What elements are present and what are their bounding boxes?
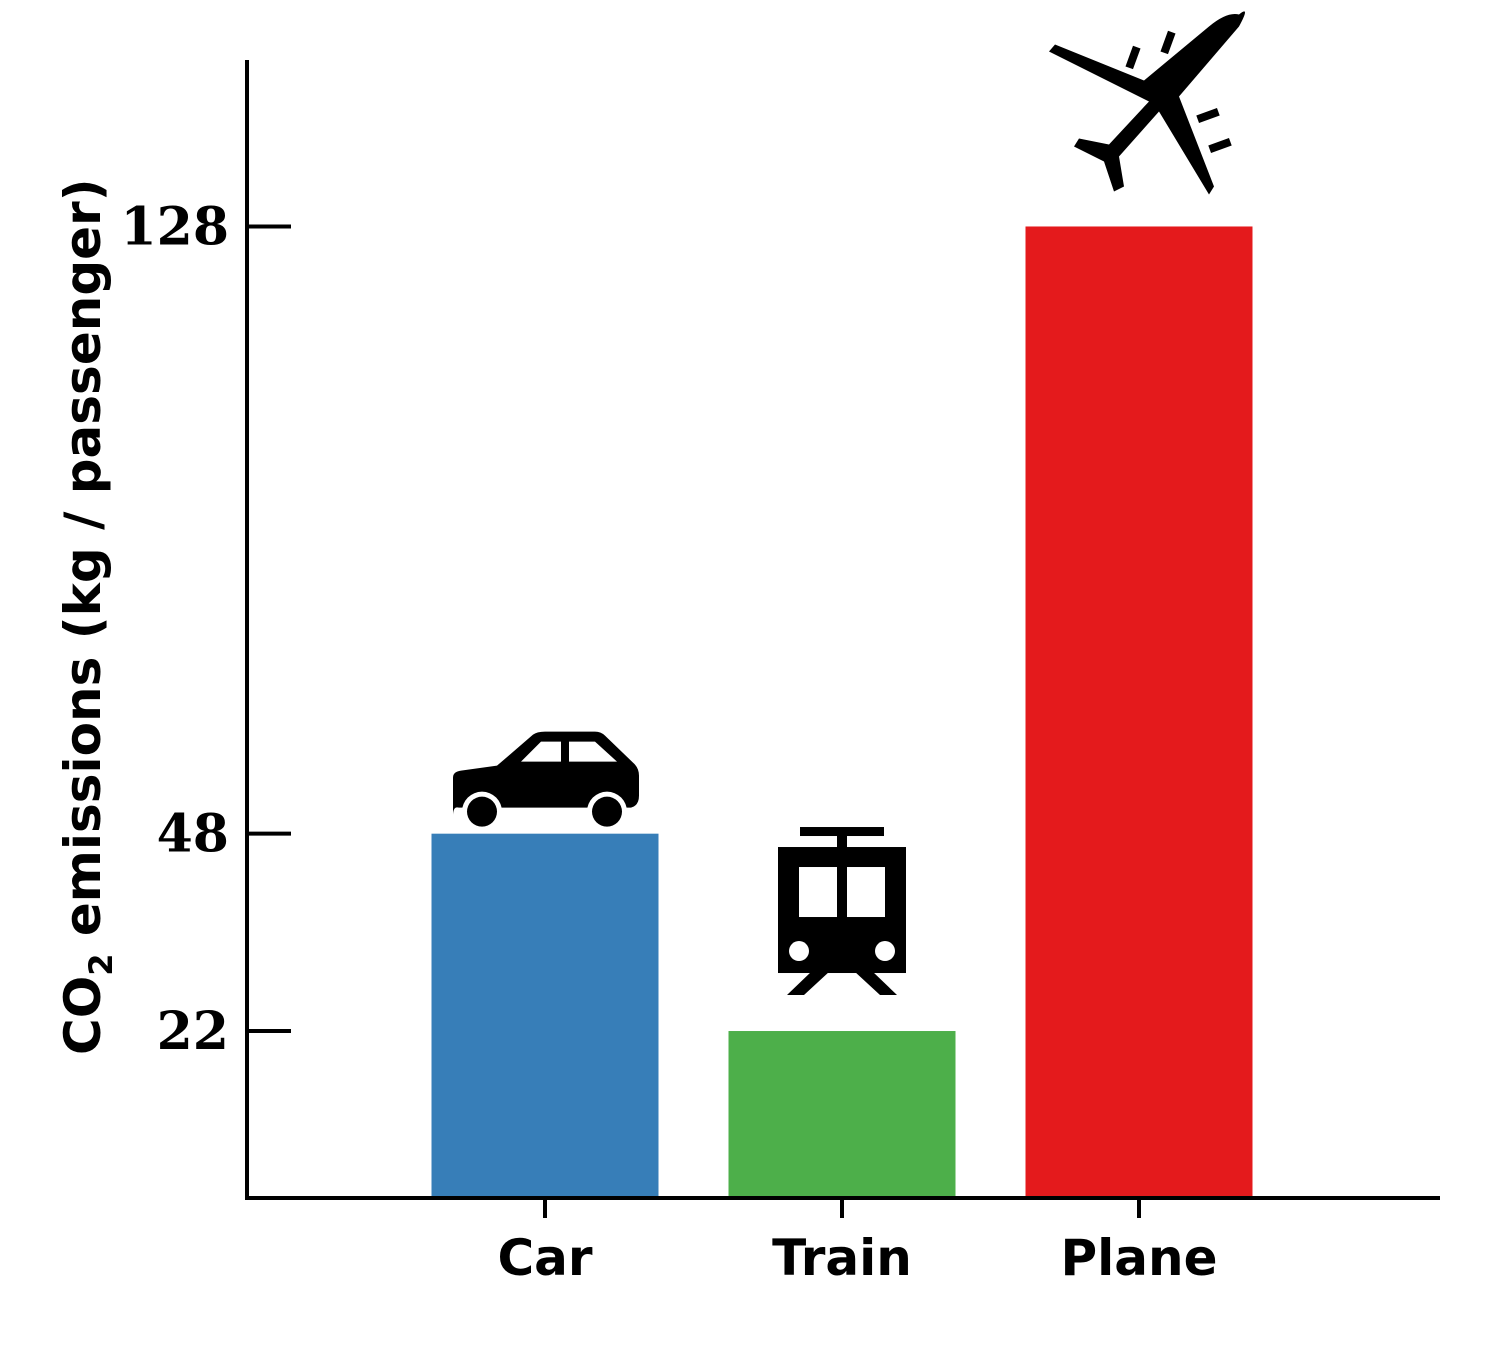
bar-train bbox=[728, 1031, 956, 1196]
x-ticks: Car Train Plane bbox=[497, 1198, 1218, 1287]
y-axis-label: CO2 emissions (kg / passenger) bbox=[54, 178, 120, 1055]
y-tick-label: 128 bbox=[120, 196, 229, 257]
bar-plane bbox=[1025, 226, 1253, 1197]
car-icon bbox=[453, 731, 639, 832]
bar-car bbox=[431, 833, 659, 1196]
x-tick-label: Car bbox=[497, 1229, 592, 1287]
y-tick-label: 48 bbox=[157, 804, 229, 865]
y-ticks: 22 48 128 bbox=[120, 196, 291, 1062]
plane-icon bbox=[1049, 11, 1245, 195]
y-tick-label: 22 bbox=[157, 1001, 229, 1062]
bars bbox=[431, 226, 1253, 1197]
x-tick-label: Plane bbox=[1060, 1229, 1217, 1287]
x-tick-label: Train bbox=[772, 1229, 912, 1287]
train-icon bbox=[778, 827, 906, 996]
